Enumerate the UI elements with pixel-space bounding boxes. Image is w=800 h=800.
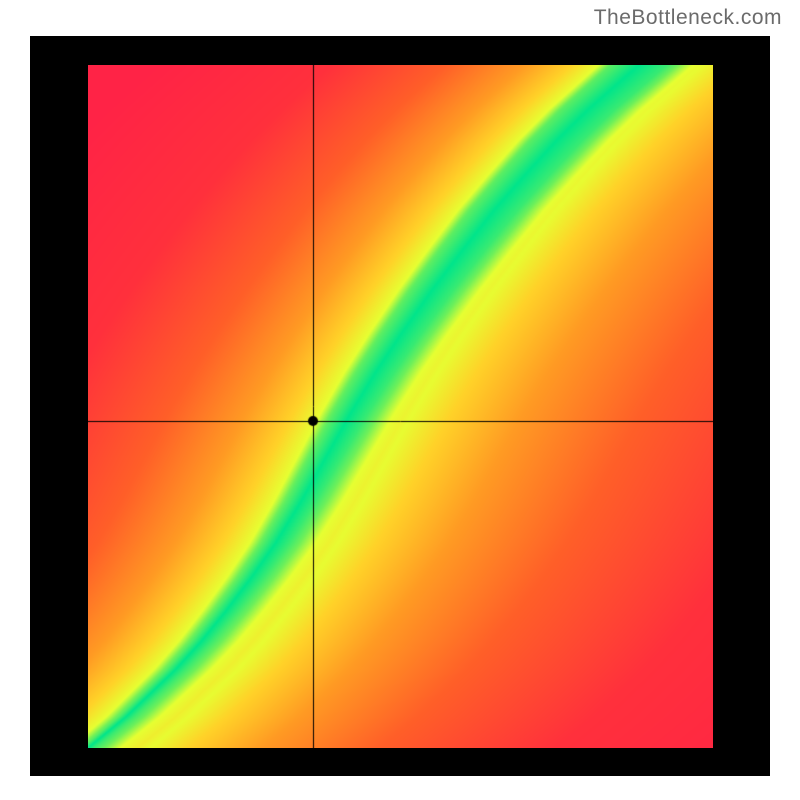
heatmap-canvas	[88, 65, 713, 748]
watermark-text: TheBottleneck.com	[594, 6, 782, 30]
chart-container: TheBottleneck.com	[0, 0, 800, 800]
chart-black-frame	[30, 36, 770, 776]
